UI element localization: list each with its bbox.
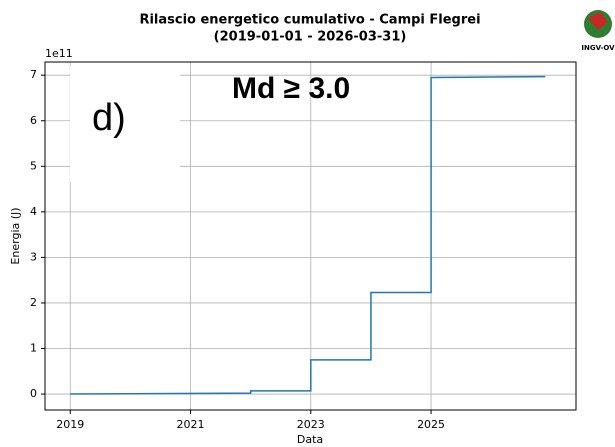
- y-tick-label: 3: [30, 250, 37, 263]
- chart-subtitle: (2019-01-01 - 2026-03-31): [214, 30, 407, 45]
- x-tick-label: 2021: [177, 418, 205, 431]
- logo: INGV-OV: [581, 10, 615, 52]
- y-tick-label: 7: [30, 68, 37, 81]
- annotation: Md ≥ 3.0: [232, 72, 350, 105]
- annotation-box: [70, 66, 180, 182]
- chart-title: Rilascio energetico cumulativo - Campi F…: [139, 13, 480, 28]
- y-tick-label: 6: [30, 114, 37, 127]
- y-offset-label: 1e11: [45, 47, 73, 60]
- x-tick-label: 2019: [56, 418, 84, 431]
- x-tick-label: 2025: [417, 418, 445, 431]
- y-tick-label: 5: [30, 159, 37, 172]
- y-tick-label: 2: [30, 296, 37, 309]
- plot-frame: [44, 61, 577, 411]
- x-axis-label: Data: [297, 433, 323, 446]
- y-tick-label: 4: [30, 205, 37, 218]
- annotation: d): [92, 97, 126, 139]
- y-tick-label: 1: [30, 342, 37, 355]
- x-tick-label: 2023: [297, 418, 325, 431]
- y-axis-label: Energia (J): [9, 207, 22, 264]
- logo-shape: [588, 12, 608, 30]
- y-tick-label: 0: [30, 387, 37, 400]
- logo-text: INGV-OV: [581, 44, 615, 52]
- data-line: [70, 75, 546, 395]
